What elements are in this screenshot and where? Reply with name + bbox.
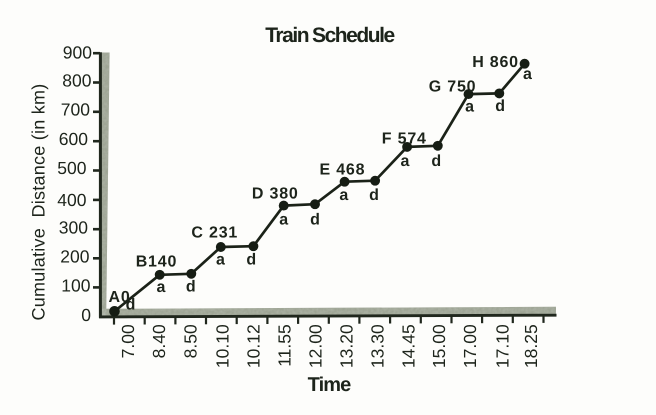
svg-text:D 380: D 380 — [252, 185, 299, 202]
svg-text:10.10: 10.10 — [213, 324, 233, 368]
svg-text:17.10: 17.10 — [492, 324, 512, 368]
svg-text:F 574: F 574 — [382, 131, 427, 148]
svg-text:10.12: 10.12 — [244, 324, 264, 368]
svg-text:13.20: 13.20 — [337, 324, 357, 368]
svg-text:H 860: H 860 — [472, 54, 519, 71]
svg-text:a: a — [401, 153, 410, 170]
svg-text:500: 500 — [57, 158, 86, 178]
svg-text:C 231: C 231 — [191, 225, 238, 242]
svg-text:d: d — [495, 98, 505, 115]
svg-text:900: 900 — [63, 43, 92, 63]
svg-text:d: d — [126, 297, 136, 314]
svg-text:a: a — [465, 98, 474, 115]
svg-text:300: 300 — [59, 218, 88, 238]
svg-text:Cumulative Distance (in km): Cumulative Distance (in km) — [29, 83, 49, 320]
svg-text:a: a — [156, 279, 165, 296]
svg-text:8.50: 8.50 — [181, 324, 201, 358]
svg-text:600: 600 — [59, 129, 88, 149]
svg-text:G 750: G 750 — [429, 78, 477, 95]
svg-text:14.45: 14.45 — [399, 324, 419, 368]
svg-text:8.40: 8.40 — [149, 324, 169, 358]
svg-text:13.30: 13.30 — [368, 324, 388, 368]
svg-text:d: d — [369, 187, 379, 204]
svg-text:400: 400 — [57, 190, 86, 210]
svg-text:d: d — [186, 279, 196, 296]
svg-text:Train Schedule: Train Schedule — [265, 24, 394, 47]
svg-text:d: d — [431, 153, 441, 170]
svg-text:17.00: 17.00 — [460, 324, 480, 368]
svg-text:18.25: 18.25 — [521, 324, 541, 368]
svg-text:100: 100 — [61, 275, 90, 295]
svg-text:d: d — [246, 251, 256, 268]
svg-text:11.55: 11.55 — [275, 324, 295, 367]
svg-text:7.00: 7.00 — [118, 324, 138, 358]
svg-text:12.00: 12.00 — [306, 324, 326, 368]
svg-text:Time: Time — [308, 374, 351, 396]
svg-text:B140: B140 — [136, 254, 177, 271]
svg-text:700: 700 — [61, 100, 90, 120]
svg-text:a: a — [523, 66, 532, 83]
svg-text:200: 200 — [60, 246, 89, 266]
svg-text:0: 0 — [81, 305, 91, 325]
svg-text:A0: A0 — [109, 289, 131, 306]
svg-text:a: a — [339, 187, 348, 204]
svg-text:E 468: E 468 — [320, 162, 366, 179]
svg-text:800: 800 — [62, 70, 91, 90]
svg-text:d: d — [310, 211, 320, 228]
svg-text:a: a — [216, 251, 225, 268]
svg-text:15.00: 15.00 — [429, 324, 449, 368]
svg-text:a: a — [279, 212, 288, 229]
